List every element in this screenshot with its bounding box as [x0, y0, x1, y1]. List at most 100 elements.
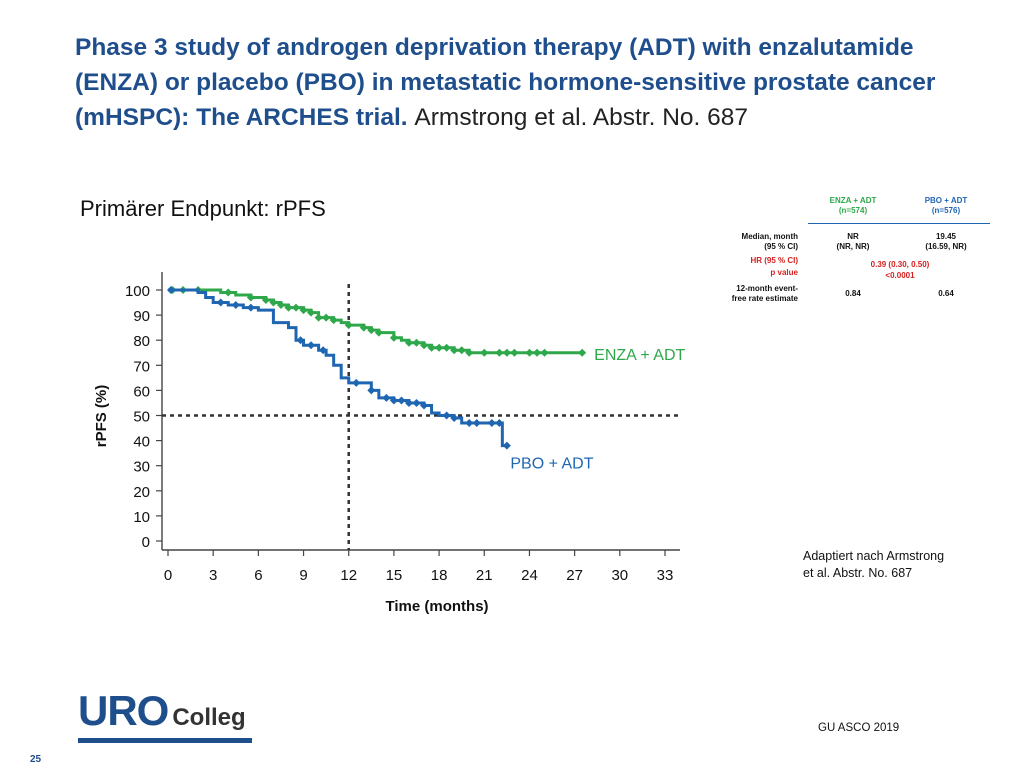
x-tick-label-30: 30: [611, 567, 628, 584]
series-enza-censor-17: [367, 326, 376, 335]
row-median-pbo1: 19.45: [935, 232, 957, 241]
row-median-label1: Median, month: [741, 232, 798, 241]
series-enza-censor-14: [329, 316, 338, 325]
conference-footer: GU ASCO 2019: [818, 722, 900, 734]
series-pbo-censor-20: [495, 419, 504, 428]
x-tick-label-15: 15: [386, 567, 403, 584]
series-pbo-censor-7: [352, 378, 361, 387]
series-enza-censor-22: [420, 341, 429, 350]
slide-title: Phase 3 study of androgen deprivation th…: [75, 30, 965, 135]
x-axis-label: Time (months): [385, 598, 488, 615]
col-pbo-line1: PBO + ADT: [924, 196, 968, 205]
series-enza-censor-19: [389, 333, 398, 342]
series-pbo-censor-3: [246, 303, 255, 312]
series-enza-censor-27: [457, 346, 466, 355]
x-tick-label-12: 12: [340, 567, 357, 584]
series-pbo-censor-8: [367, 386, 376, 395]
x-tick-label-3: 3: [209, 567, 217, 584]
series-enza-line: [168, 288, 583, 355]
row-p-value: <0.0001: [885, 271, 915, 280]
x-tick-label-0: 0: [164, 567, 172, 584]
title-author: Armstrong et al. Abstr. No. 687: [414, 104, 749, 131]
x-tick-label-6: 6: [254, 567, 262, 584]
series-enza-censor-8: [284, 303, 293, 312]
row-median-label: Median, month (95 % CI): [690, 232, 798, 252]
y-tick-label-100: 100: [125, 283, 150, 300]
x-tick-label-21: 21: [476, 567, 493, 584]
y-tick-label-40: 40: [133, 434, 150, 451]
header-rule: [808, 223, 990, 224]
series-enza-censor-12: [314, 313, 323, 322]
x-tick-label-27: 27: [566, 567, 583, 584]
row-median-enza: NR (NR, NR): [808, 232, 898, 252]
row-efs-enza: 0.84: [845, 289, 861, 298]
y-tick-label-90: 90: [133, 308, 150, 325]
col-pbo-line2: (n=576): [931, 206, 961, 215]
row-hr-value: 0.39 (0.30, 0.50): [870, 260, 930, 269]
row-p-label: p value: [770, 268, 798, 277]
series-enza-censor-10: [299, 306, 308, 315]
series-pbo-censor-6: [319, 346, 328, 355]
series-enza-censor-7: [276, 301, 285, 310]
row-median-enza1: NR: [847, 232, 859, 241]
y-tick-label-60: 60: [133, 383, 150, 400]
series-pbo-censor-12: [404, 398, 413, 407]
series-enza-censor-26: [450, 346, 459, 355]
col-header-pbo: PBO + ADT (n=576): [902, 196, 990, 216]
series-enza-censor-25: [442, 343, 451, 352]
series-enza-censor-36: [578, 348, 587, 357]
series-enza-censor-34: [532, 348, 541, 357]
source-line1: Adaptiert nach Armstrong: [803, 549, 945, 563]
y-tick-label-0: 0: [142, 534, 150, 551]
series-enza-label: ENZA + ADT: [594, 347, 685, 364]
endpoint-subtitle: Primärer Endpunkt: rPFS: [80, 196, 326, 221]
row-hr-label: HR (95 % CI): [750, 256, 798, 265]
source-note: Adaptiert nach Armstrong et al. Abstr. N…: [803, 548, 944, 582]
series-enza-censor-21: [412, 338, 421, 347]
logo-colleg-text: Colleg: [172, 704, 246, 731]
series-pbo-censor-10: [389, 396, 398, 405]
y-tick-label-10: 10: [133, 509, 150, 526]
series-pbo-censor-11: [397, 396, 406, 405]
series-enza-censor-30: [495, 348, 504, 357]
x-tick-label-24: 24: [521, 567, 538, 584]
series-enza-censor-4: [246, 293, 255, 302]
col-enza-line2: (n=574): [838, 206, 868, 215]
row-efs-label1: 12-month event-: [736, 284, 798, 293]
series-pbo-censor-4: [296, 336, 305, 345]
urocolleg-logo: URO Colleg: [78, 687, 252, 743]
series-enza-censor-29: [480, 348, 489, 357]
series-pbo-line: [168, 288, 509, 448]
series-pbo-censor-15: [442, 411, 451, 420]
series-pbo-censor-2: [231, 301, 240, 310]
source-line2: et al. Abstr. No. 687: [803, 566, 913, 580]
series-enza-censor-9: [292, 303, 301, 312]
series-enza-censor-18: [374, 328, 383, 337]
x-tick-label-33: 33: [657, 567, 674, 584]
x-tick-label-9: 9: [299, 567, 307, 584]
series-enza-censor-6: [269, 298, 278, 307]
y-tick-label-50: 50: [133, 409, 150, 426]
series-enza-censor-15: [344, 321, 353, 330]
y-tick-label-80: 80: [133, 333, 150, 350]
page-number: 25: [30, 754, 42, 765]
series-pbo-label: PBO + ADT: [510, 456, 593, 473]
series-enza-censor-31: [502, 348, 511, 357]
series-enza-censor-32: [510, 348, 519, 357]
series-pbo-censor-19: [487, 419, 496, 428]
series-enza-censor-5: [261, 296, 270, 305]
series-pbo-censor-17: [465, 419, 474, 428]
row-efs-pbo: 0.64: [938, 289, 954, 298]
series-pbo-censor-5: [307, 341, 316, 350]
series-enza-censor-33: [525, 348, 534, 357]
series-enza-censor-3: [224, 288, 233, 297]
series-enza-censor-20: [404, 338, 413, 347]
series-pbo-censor-0: [167, 286, 176, 294]
series-pbo-censor-9: [382, 393, 391, 402]
row-efs-label: 12-month event- free rate estimate: [690, 284, 798, 304]
logo-underline: [78, 738, 252, 743]
series-pbo-censor-14: [420, 401, 429, 410]
series-enza-censor-28: [465, 348, 474, 357]
logo-uro-text: URO: [78, 687, 169, 734]
